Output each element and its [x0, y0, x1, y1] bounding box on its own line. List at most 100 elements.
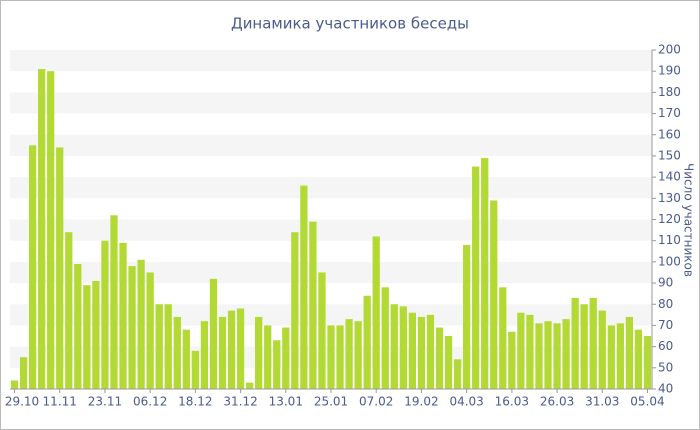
bar	[182, 329, 190, 389]
x-tick-label: 26.03	[540, 395, 574, 409]
bar	[426, 314, 435, 389]
x-tick-label: 29.10	[5, 395, 39, 409]
x-tick-label: 31.12	[223, 395, 257, 409]
bar	[354, 321, 362, 389]
y-tick-label: 90	[658, 276, 673, 290]
bar	[435, 327, 444, 389]
bar	[589, 297, 597, 389]
bar	[173, 316, 181, 389]
grid-band	[10, 92, 652, 114]
bar	[535, 323, 543, 389]
y-tick-label: 50	[658, 360, 673, 374]
bar	[318, 272, 326, 389]
bar	[164, 304, 172, 389]
bar	[65, 232, 73, 389]
x-tick-label: 07.02	[359, 395, 393, 409]
y-tick-label: 40	[658, 382, 673, 396]
bar	[327, 325, 335, 389]
y-tick-label: 150	[658, 148, 681, 162]
bar	[38, 69, 46, 389]
bar	[453, 359, 462, 389]
bar	[200, 321, 209, 389]
bar	[481, 158, 489, 389]
x-tick-label: 23.11	[88, 395, 122, 409]
bar	[381, 287, 389, 389]
bar	[571, 297, 579, 389]
y-tick-label: 100	[658, 254, 681, 268]
bar	[56, 147, 64, 389]
grid-band	[10, 134, 652, 156]
bar	[444, 336, 453, 389]
bar	[119, 242, 127, 389]
bar	[264, 325, 272, 389]
y-tick-label: 130	[658, 191, 681, 205]
bar	[83, 285, 91, 389]
bar	[625, 316, 634, 389]
bar	[490, 200, 498, 389]
bar	[508, 331, 516, 389]
x-tick-label: 04.03	[449, 395, 483, 409]
x-tick-label: 16.03	[495, 395, 529, 409]
bar	[408, 312, 416, 389]
bar	[246, 382, 254, 389]
grid-band	[10, 177, 652, 199]
bar	[74, 263, 82, 389]
grid-band	[10, 219, 652, 241]
y-tick-label: 120	[658, 212, 681, 226]
x-tick-label: 05.04	[630, 395, 664, 409]
bar	[255, 316, 263, 389]
bar	[562, 319, 570, 389]
bar	[598, 310, 606, 389]
bar	[544, 321, 552, 389]
x-tick-label: 19.02	[404, 395, 438, 409]
x-tick-label: 18.12	[178, 395, 212, 409]
y-tick-label: 160	[658, 127, 681, 141]
bar	[128, 266, 136, 389]
bar	[137, 259, 145, 389]
y-axis-label: Число участников	[682, 163, 696, 277]
y-tick-label: 140	[658, 170, 681, 184]
bar	[390, 304, 398, 389]
bar	[553, 323, 561, 389]
bar	[309, 221, 317, 389]
bar	[236, 308, 245, 389]
y-tick-label: 110	[658, 233, 681, 247]
bar	[92, 280, 100, 389]
bar	[643, 336, 652, 389]
bar	[417, 316, 426, 389]
bar	[399, 306, 407, 389]
y-tick-label: 70	[658, 318, 673, 332]
x-tick-label: 31.03	[585, 395, 619, 409]
bar	[580, 304, 588, 389]
bar	[607, 325, 615, 389]
x-tick-label: 11.11	[43, 395, 77, 409]
grid-band	[10, 50, 652, 72]
bar	[336, 325, 344, 389]
chart-title: Динамика участников беседы	[231, 15, 469, 33]
y-tick-label: 170	[658, 106, 681, 120]
x-tick-label: 06.12	[133, 395, 167, 409]
bar	[155, 304, 163, 389]
bar	[282, 327, 290, 389]
x-tick-label: 25.01	[314, 395, 348, 409]
bar	[218, 316, 227, 389]
bar	[634, 329, 643, 389]
bar	[146, 272, 154, 389]
bar	[526, 314, 534, 389]
bar	[463, 244, 471, 389]
bar	[209, 278, 218, 389]
bar	[363, 295, 371, 389]
bar	[110, 215, 118, 389]
bar	[517, 312, 525, 389]
bar	[101, 240, 109, 389]
bar	[499, 287, 507, 389]
bar	[273, 340, 281, 389]
bar	[300, 185, 308, 389]
bar	[291, 232, 299, 389]
bar	[616, 323, 624, 389]
y-tick-label: 180	[658, 85, 681, 99]
bar	[372, 236, 380, 389]
y-tick-label: 60	[658, 339, 673, 353]
y-tick-label: 200	[658, 43, 681, 57]
